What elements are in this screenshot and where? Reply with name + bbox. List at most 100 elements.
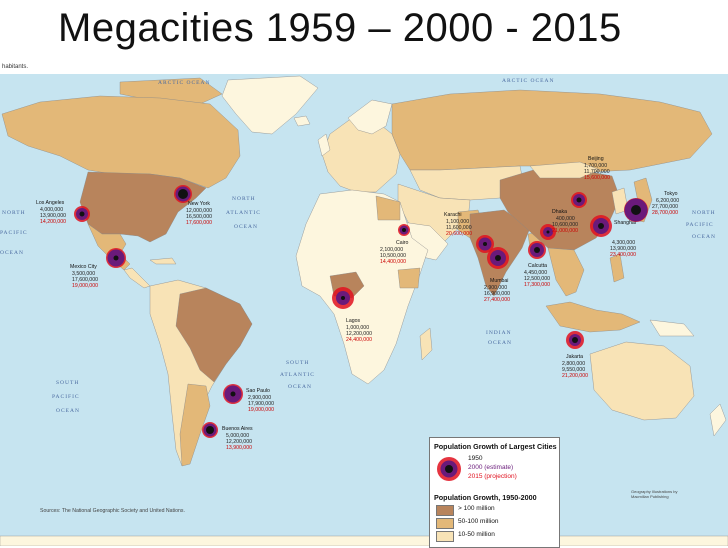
legend-growth-high: > 100 million <box>458 505 495 512</box>
mongolia <box>529 161 601 179</box>
svg-text:Jakarta: Jakarta <box>566 354 583 360</box>
city-marker-tokyo[interactable] <box>624 198 648 222</box>
legend-swatch-high <box>436 505 454 516</box>
southeast-asia <box>547 247 585 297</box>
ocean-label-south-atlantic-1: SOUTH <box>286 360 309 366</box>
svg-text:5,000,000: 5,000,000 <box>226 433 249 439</box>
svg-text:3,500,000: 3,500,000 <box>72 271 95 277</box>
cropped-label: habitants. <box>2 64 29 70</box>
svg-text:1,100,000: 1,100,000 <box>446 219 469 225</box>
city-marker-dhaka[interactable] <box>540 224 556 240</box>
svg-text:21,200,000: 21,200,000 <box>562 373 588 379</box>
svg-text:12,200,000: 12,200,000 <box>346 331 372 337</box>
ocean-labels: ARCTIC OCEAN ARCTIC OCEAN NORTH ATLANTIC… <box>0 78 716 414</box>
svg-text:Shanghai: Shanghai <box>614 220 636 226</box>
svg-text:23,400,000: 23,400,000 <box>610 252 636 258</box>
svg-text:2,800,000: 2,800,000 <box>562 361 585 367</box>
city-label-lagos: Lagos 1,000,000 12,200,000 24,400,000 <box>346 318 372 343</box>
ocean-label-south-atlantic-2: ATLANTIC <box>280 372 315 378</box>
svg-text:19,000,000: 19,000,000 <box>72 283 98 289</box>
city-label-cairo: Cairo 2,100,000 10,500,000 14,400,000 <box>380 240 409 265</box>
svg-text:Lagos: Lagos <box>346 318 361 324</box>
legend-1950: 1950 <box>468 455 483 462</box>
svg-text:6,200,000: 6,200,000 <box>656 198 679 204</box>
city-marker-cairo[interactable] <box>398 224 410 236</box>
city-label-karachi: Karachi 1,100,000 11,600,000 20,600,000 <box>444 212 472 237</box>
city-label-new-york: New York 12,000,000 16,500,000 17,600,00… <box>186 201 212 226</box>
svg-text:28,700,000: 28,700,000 <box>652 210 678 216</box>
svg-text:11,600,000: 11,600,000 <box>446 225 472 231</box>
iceland <box>293 115 311 127</box>
city-marker-jakarta[interactable] <box>566 331 584 349</box>
argentina <box>179 383 211 467</box>
greenland <box>221 75 319 135</box>
city-marker-los-angeles[interactable] <box>74 206 90 222</box>
ocean-label-north-pacific-right-2: PACIFIC <box>686 222 714 228</box>
city-marker-shanghai[interactable] <box>590 215 612 237</box>
svg-text:Karachi: Karachi <box>444 212 462 218</box>
svg-text:11,700,000: 11,700,000 <box>584 169 610 175</box>
city-marker-mexico-city[interactable] <box>106 248 126 268</box>
philippines <box>609 253 625 283</box>
svg-text:13,900,000: 13,900,000 <box>610 246 636 252</box>
svg-text:Mexico City: Mexico City <box>70 264 97 270</box>
ocean-label-south-atlantic-3: OCEAN <box>288 384 312 390</box>
ocean-label-south-pacific-1: SOUTH <box>56 380 79 386</box>
papua <box>649 319 695 337</box>
ocean-label-north-pacific-right-3: OCEAN <box>692 234 716 240</box>
city-label-beijing: Beijing 1,700,000 11,700,000 15,600,000 <box>584 156 610 181</box>
map-legend: Population Growth of Largest Cities 1950… <box>429 437 560 548</box>
city-marker-mumbai[interactable] <box>487 247 509 269</box>
uk <box>317 133 331 157</box>
city-marker-karachi[interactable] <box>476 235 494 253</box>
svg-text:17,300,000: 17,300,000 <box>524 282 550 288</box>
brazil <box>175 287 253 383</box>
city-marker-beijing[interactable] <box>571 192 587 208</box>
city-marker-lagos[interactable] <box>332 287 354 309</box>
new-zealand <box>709 403 727 437</box>
city-label-tokyo: Tokyo 6,200,000 27,700,000 28,700,000 <box>652 191 679 216</box>
ethiopia <box>397 267 421 289</box>
city-label-los-angeles: Los Angeles 4,000,000 13,900,000 14,200,… <box>36 200 66 225</box>
svg-text:16,500,000: 16,500,000 <box>186 214 212 220</box>
ocean-label-north-pacific-right-1: NORTH <box>692 210 716 216</box>
svg-text:20,600,000: 20,600,000 <box>446 231 472 237</box>
legend-growth-title: Population Growth, 1950-2000 <box>434 493 537 502</box>
svg-text:9,550,000: 9,550,000 <box>562 367 585 373</box>
svg-text:14,200,000: 14,200,000 <box>40 219 66 225</box>
ocean-label-indian-1: INDIAN <box>486 330 512 336</box>
ocean-label-north-pacific-left-3: OCEAN <box>0 250 24 256</box>
svg-text:15,600,000: 15,600,000 <box>584 175 610 181</box>
svg-text:New York: New York <box>188 201 210 207</box>
svg-text:13,900,000: 13,900,000 <box>40 213 66 219</box>
svg-text:17,600,000: 17,600,000 <box>72 277 98 283</box>
svg-text:27,700,000: 27,700,000 <box>652 204 678 210</box>
svg-text:4,450,000: 4,450,000 <box>524 270 547 276</box>
legend-title: Population Growth of Largest Cities <box>434 442 557 451</box>
svg-text:Dhaka: Dhaka <box>552 209 567 215</box>
svg-text:27,400,000: 27,400,000 <box>484 297 510 303</box>
legend-2015: 2015 (projection) <box>468 473 517 480</box>
city-label-sao-paulo: Sao Paulo 2,900,000 17,900,000 19,000,00… <box>246 388 274 413</box>
city-marker-sao-paulo[interactable] <box>223 384 243 404</box>
svg-text:10,600,000: 10,600,000 <box>552 222 578 228</box>
svg-text:2,900,000: 2,900,000 <box>248 395 271 401</box>
ocean-label-south-pacific-3: OCEAN <box>56 408 80 414</box>
svg-text:4,300,000: 4,300,000 <box>612 240 635 246</box>
svg-text:14,400,000: 14,400,000 <box>380 259 406 265</box>
city-marker-new-york[interactable] <box>174 185 192 203</box>
indonesia <box>545 301 641 333</box>
city-marker-buenos-aires[interactable] <box>202 422 218 438</box>
svg-text:1,700,000: 1,700,000 <box>584 163 607 169</box>
ocean-label-indian-2: OCEAN <box>488 340 512 346</box>
svg-text:4,000,000: 4,000,000 <box>40 207 63 213</box>
ocean-label-north-pacific-left-1: NORTH <box>2 210 26 216</box>
svg-text:2,900,000: 2,900,000 <box>484 285 507 291</box>
svg-text:17,900,000: 17,900,000 <box>248 401 274 407</box>
svg-text:Cairo: Cairo <box>396 240 409 246</box>
caribbean <box>149 257 177 265</box>
ocean-label-north-atlantic-1: NORTH <box>232 196 256 202</box>
source-note: Sources: The National Geographic Society… <box>40 508 185 514</box>
city-marker-calcutta[interactable] <box>528 241 546 259</box>
canada <box>1 95 241 189</box>
